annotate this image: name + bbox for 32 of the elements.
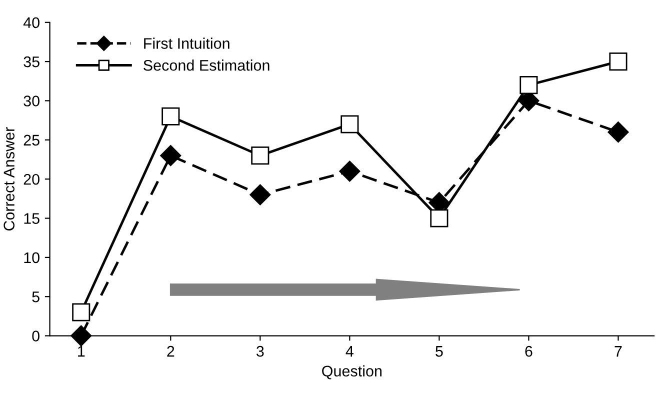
point — [339, 160, 360, 182]
point — [70, 325, 92, 346]
y-axis-title: Correct Answer — [4, 127, 15, 231]
x-tick-label: 6 — [525, 346, 532, 357]
y-tick-label: 25 — [24, 134, 40, 146]
x-tick-label: 5 — [436, 346, 443, 357]
x-tick-label: 7 — [614, 346, 622, 357]
y-tick-label: 5 — [32, 292, 40, 302]
x-tick-label: 2 — [167, 346, 174, 357]
point — [609, 52, 628, 71]
point — [520, 76, 538, 94]
point — [162, 107, 180, 126]
point — [608, 122, 629, 143]
y-tick-label: 10 — [24, 252, 40, 264]
y-tick-label: 40 — [23, 17, 40, 28]
point — [340, 115, 359, 134]
y-tick-label: 30 — [24, 96, 40, 106]
legend-label: First Intuition — [144, 38, 230, 49]
point — [72, 303, 90, 322]
y-tick-label: 0 — [32, 330, 40, 342]
point — [160, 145, 182, 166]
y-tick-label: 15 — [24, 213, 40, 224]
point — [250, 184, 271, 206]
point — [430, 209, 448, 228]
x-tick-label: 3 — [256, 346, 264, 357]
x-tick-label: 4 — [346, 346, 354, 357]
x-axis-title: Question — [322, 365, 382, 380]
legend-label: Second Estimation — [144, 60, 270, 71]
x-tick-label: 1 — [78, 346, 85, 357]
y-tick-label: 35 — [24, 56, 40, 68]
y-tick-label: 20 — [24, 174, 40, 185]
point — [251, 146, 270, 165]
